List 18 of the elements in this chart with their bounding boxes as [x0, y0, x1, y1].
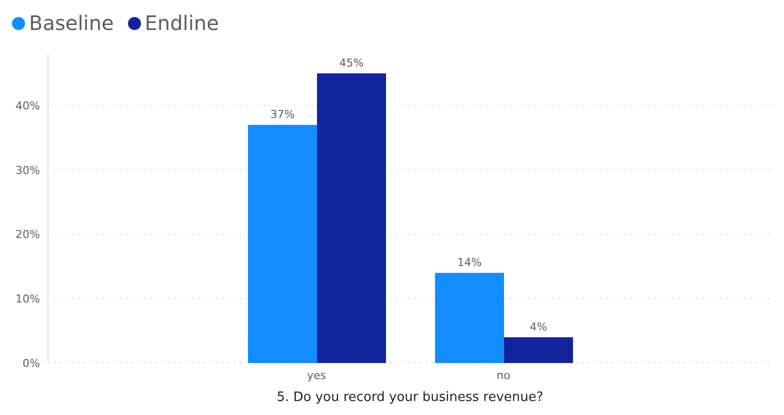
y-tick-label: 30% [16, 164, 40, 177]
data-label: 4% [530, 320, 548, 334]
y-tick-label: 20% [16, 228, 40, 242]
x-tick-label: yes [306, 368, 326, 382]
legend-label: Endline [144, 11, 219, 35]
bar [435, 272, 504, 363]
bar [504, 337, 573, 363]
y-tick-label: 40% [16, 99, 40, 112]
bar [248, 124, 317, 363]
x-axis-title: 5. Do you record your business revenue? [276, 390, 544, 405]
data-label: 37% [270, 108, 295, 121]
bar [317, 73, 386, 363]
data-label: 45% [339, 56, 364, 70]
legend-label: Baseline [29, 11, 114, 35]
y-tick-label: 10% [16, 292, 40, 306]
x-tick-label: no [496, 368, 511, 382]
y-tick-label: 0% [22, 356, 40, 370]
data-label: 14% [457, 256, 482, 269]
